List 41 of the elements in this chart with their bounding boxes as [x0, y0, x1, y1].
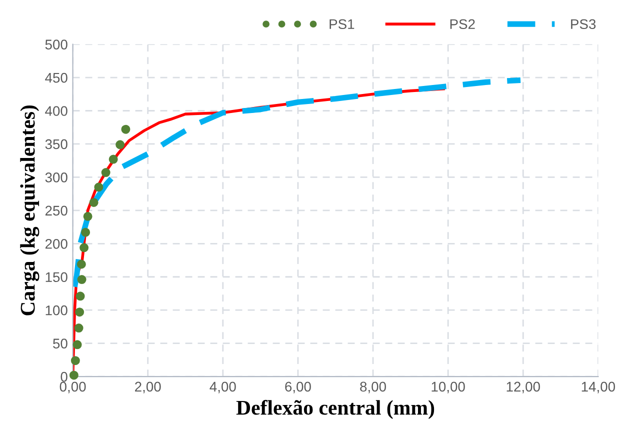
x-tick-label: 4,00 [210, 382, 236, 394]
x-tick-label: 0,00 [60, 382, 86, 394]
x-tick-label: 10,00 [432, 382, 465, 394]
point [76, 260, 86, 269]
y-tick-label: 100 [46, 305, 68, 316]
legend-label: PS2 [450, 19, 475, 30]
point [116, 140, 125, 150]
point [74, 324, 84, 333]
y-tick-label: 200 [45, 238, 68, 249]
legend-label: PS1 [330, 19, 354, 30]
x-tick-label: 2,00 [135, 382, 161, 394]
y-tick-label: 0 [60, 372, 68, 382]
y-tick-label: 350 [45, 139, 68, 150]
point [108, 154, 118, 164]
y-tick-label: 450 [45, 72, 68, 83]
y-tick-label: 250 [45, 206, 68, 216]
point [76, 292, 85, 301]
x-tick-label: 14,00 [582, 382, 616, 394]
y-tick-label: 50 [53, 338, 68, 348]
point [89, 198, 98, 207]
y-tick-label: 400 [45, 106, 68, 116]
point [81, 228, 90, 237]
x-tick-label: 6,00 [285, 382, 311, 394]
point [83, 212, 92, 221]
y-tick-label: 500 [45, 40, 68, 50]
x-axis-title: Deflexão central (mm) [236, 400, 434, 420]
point [121, 124, 130, 134]
legend-label: PS3 [571, 19, 596, 30]
point [77, 275, 86, 284]
point [75, 308, 84, 317]
point [94, 182, 104, 192]
y-tick-label: 300 [45, 172, 68, 182]
y-axis-title: Carga (kg equivalentes) [20, 105, 40, 316]
point [72, 340, 82, 350]
point [70, 356, 80, 366]
y-tick-label: 150 [46, 272, 68, 282]
x-tick-label: 12,00 [506, 382, 540, 394]
point [69, 370, 78, 380]
point [101, 168, 110, 178]
x-tick-label: 8,00 [360, 382, 386, 394]
point [80, 243, 89, 252]
